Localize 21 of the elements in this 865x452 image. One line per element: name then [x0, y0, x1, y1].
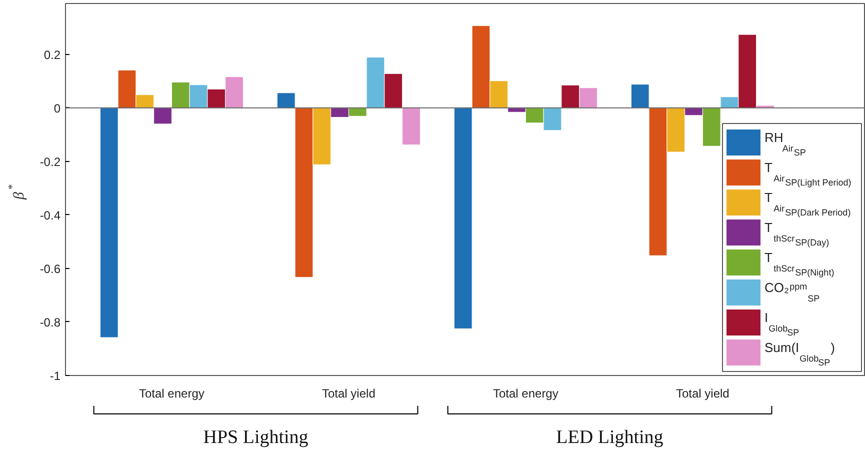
text: LED Lighting: [556, 427, 664, 448]
x-tick-label: Total energy: [492, 386, 558, 400]
y-tick-label: -1: [50, 369, 61, 383]
legend-label: TthScrSP(Night): [764, 250, 834, 278]
legend-label: Sum(IGlobSP): [764, 340, 836, 368]
legend-label: TAirSP(Dark Period): [764, 190, 851, 218]
legend-label: RHAirSP: [764, 130, 806, 158]
x-tick-label: Total yield: [322, 386, 376, 400]
y-tick-label: -0.6: [40, 262, 61, 276]
legend-label: IGlobSP: [764, 310, 800, 338]
x-tick-label: Total energy: [139, 386, 204, 400]
legend-label: TthScrSP(Day): [764, 220, 830, 248]
y-tick-label: 0: [54, 101, 61, 116]
legend-label: TAirSP(Light Period): [764, 160, 852, 188]
y-tick-label: -0.4: [40, 208, 61, 222]
text: HPS Lighting: [203, 427, 309, 448]
y-tick-label: -0.8: [40, 315, 61, 330]
x-tick-label: Total yield: [676, 386, 730, 400]
y-tick-label: -0.2: [40, 154, 61, 169]
y-axis-title: β*: [6, 184, 28, 200]
y-tick-label: 0.2: [44, 48, 61, 62]
